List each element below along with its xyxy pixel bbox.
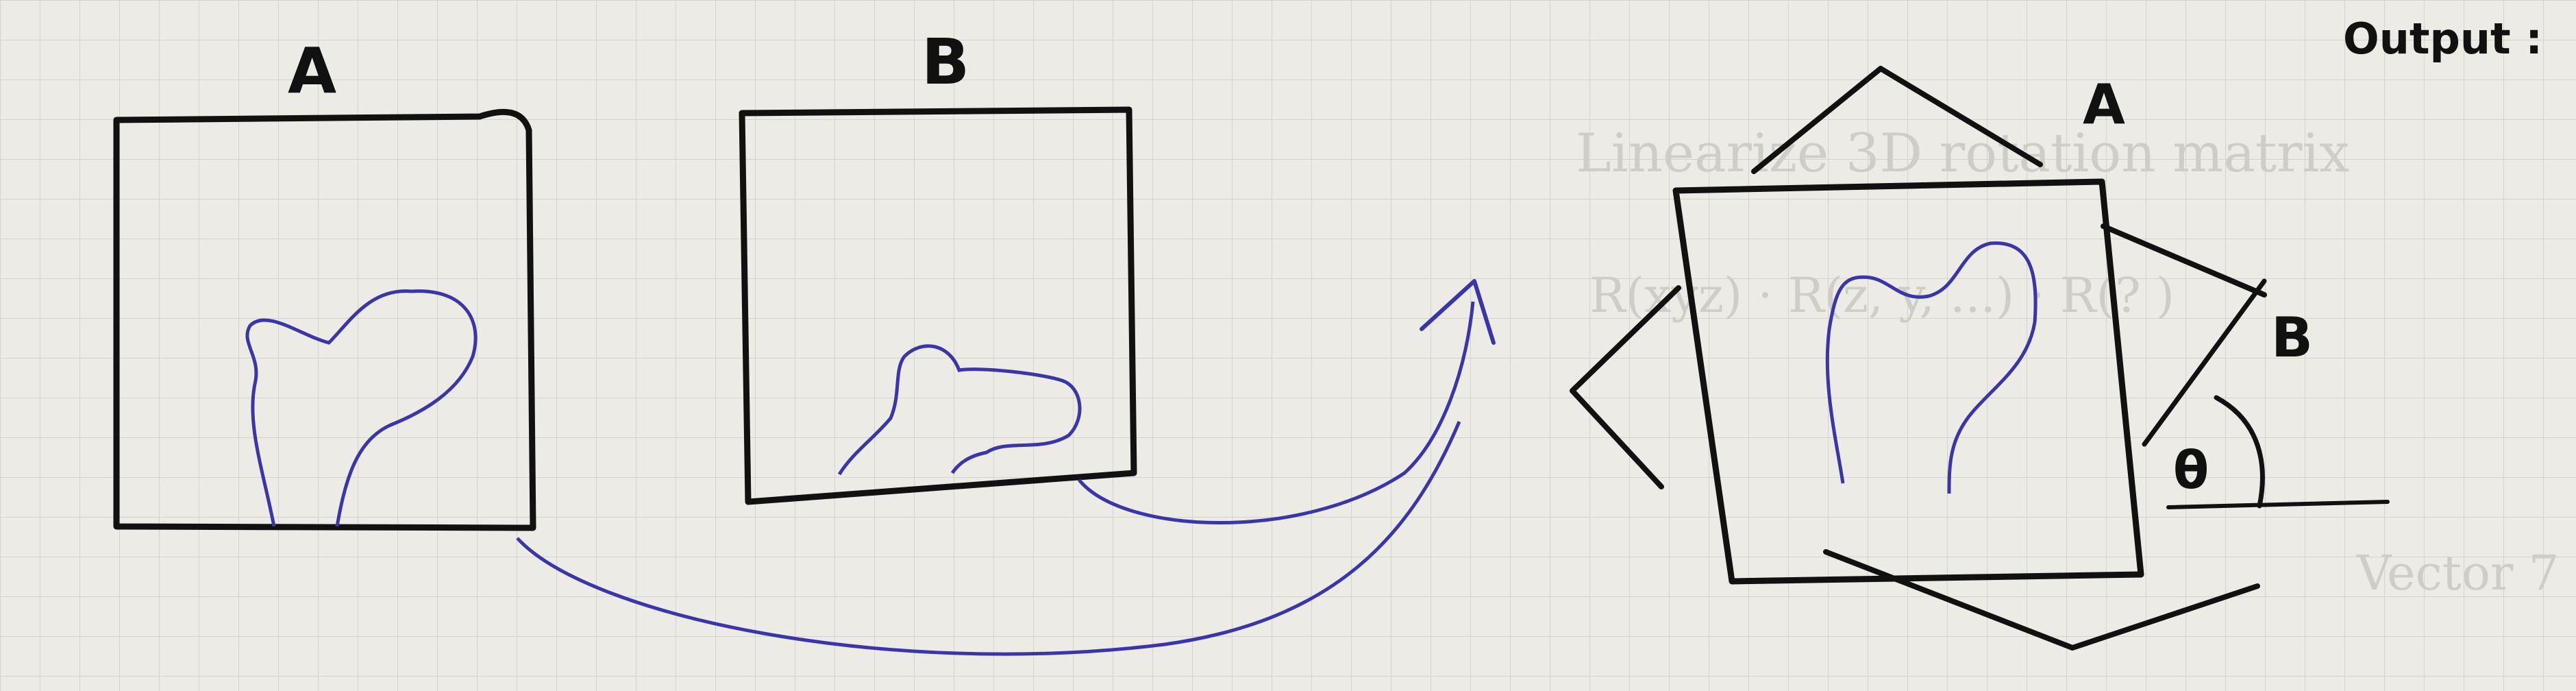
panel-a-label: A: [288, 34, 336, 108]
output-label-a: A: [2083, 73, 2125, 136]
panel-b-bone-shape: [837, 344, 1082, 476]
arrow-from-b: [1078, 301, 1475, 524]
output-angle-label: θ: [2173, 439, 2209, 500]
output-baseline: [2166, 500, 2390, 509]
panel-b-label: B: [921, 25, 969, 99]
output-panel: A B θ: [1570, 66, 2390, 651]
background-text-line1: Linearize 3D rotation matrix: [1576, 123, 2349, 184]
output-reference-square: [1672, 178, 2144, 585]
panel-b-square: [739, 106, 1137, 505]
output-axis-b: [2142, 278, 2267, 447]
panel-b: B: [739, 25, 1137, 505]
arrow-head: [1420, 279, 1496, 345]
output-angle-arc: [2214, 395, 2265, 509]
output-rotated-square: [1570, 66, 2267, 651]
background-text-fragment: Vector 7: [2356, 545, 2559, 601]
arrow-from-a: [516, 421, 1461, 656]
panel-a: A: [113, 34, 536, 531]
panel-a-square: [113, 108, 536, 531]
output-label-b: B: [2271, 306, 2313, 369]
output-bone-shape: [1825, 241, 2038, 494]
output-title: Output :: [2343, 14, 2542, 64]
background-text-line2: R(xyz) · R(z, y, ...) · R(? ): [1589, 267, 2175, 324]
panel-a-bone-shape: [245, 289, 478, 527]
